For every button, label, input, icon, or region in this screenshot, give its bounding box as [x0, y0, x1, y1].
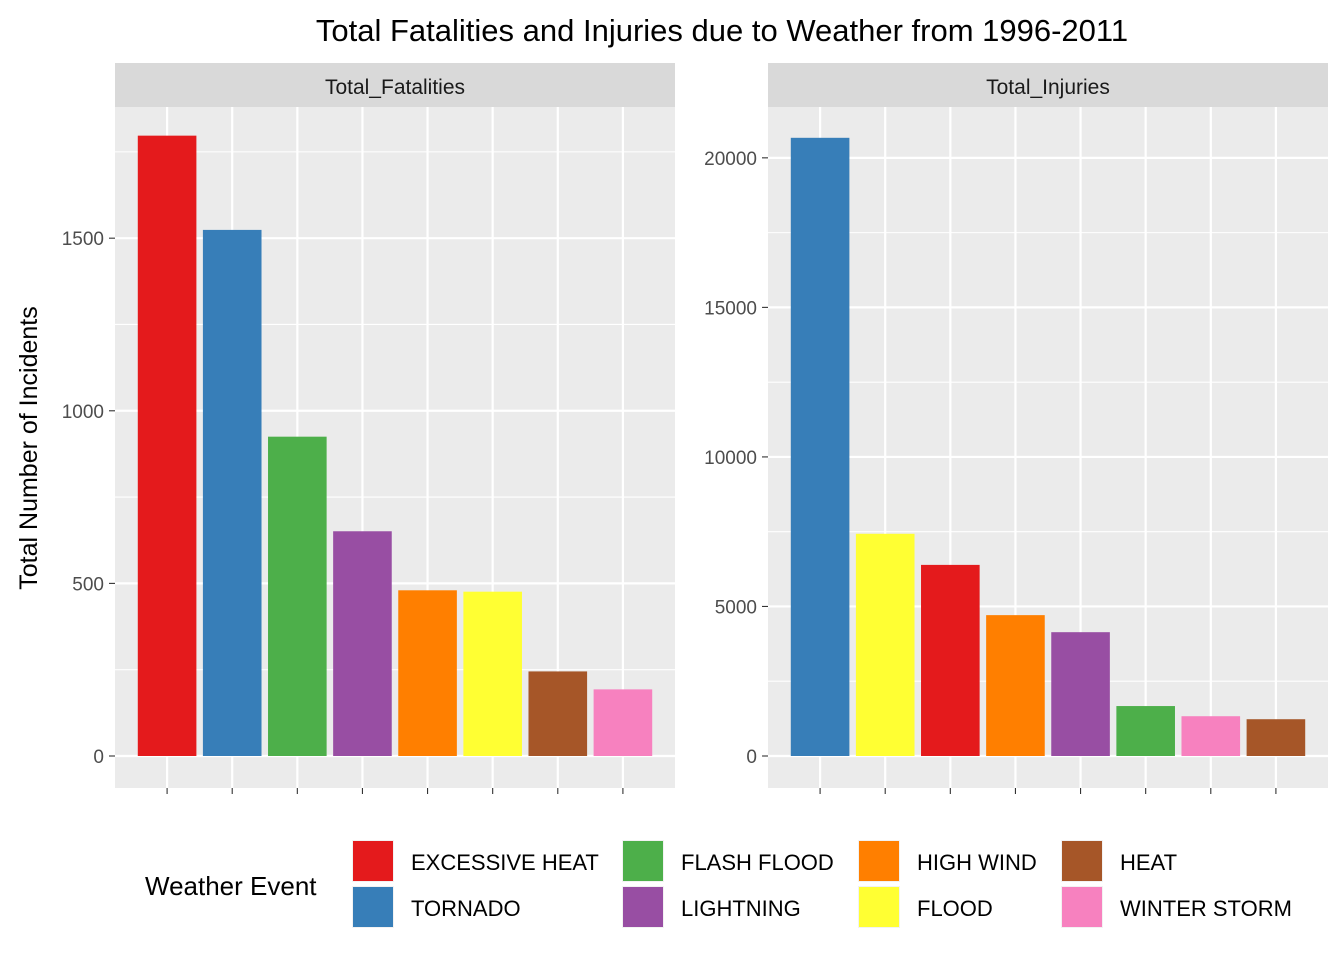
y-tick-label: 500	[72, 574, 104, 595]
legend-swatch-flood	[859, 887, 899, 927]
facet-strip-label: Total_Fatalities	[325, 76, 465, 99]
legend-label: HEAT	[1120, 850, 1177, 875]
bar-high-wind	[398, 590, 457, 756]
chart-title: Total Fatalities and Injuries due to Wea…	[316, 13, 1128, 48]
legend-swatch-heat	[1062, 841, 1102, 881]
bar-lightning	[333, 531, 392, 756]
bar-excessive-heat	[921, 564, 980, 756]
bar-flood	[463, 591, 522, 756]
legend-label: WINTER STORM	[1120, 896, 1292, 921]
legend-label: FLOOD	[917, 896, 993, 921]
legend-swatch-winter-storm	[1062, 887, 1102, 927]
legend-swatch-high-wind	[859, 841, 899, 881]
panel-background	[768, 107, 1328, 788]
panel-background	[115, 107, 675, 788]
bar-flash-flood	[1116, 706, 1175, 756]
bar-lightning	[1051, 632, 1110, 756]
legend: Weather Event EXCESSIVE HEAT TORNADO FLASH…	[145, 840, 1292, 928]
y-tick-label: 0	[93, 747, 104, 768]
y-axis-title: Total Number of Incidents	[15, 306, 43, 589]
y-tick-label: 10000	[704, 448, 757, 469]
legend-swatch-flash-flood	[623, 841, 663, 881]
y-tick-label: 0	[746, 747, 757, 768]
legend-swatch-lightning	[623, 887, 663, 927]
facet-strip	[115, 63, 675, 107]
y-tick-label: 15000	[704, 298, 757, 319]
legend-label: FLASH FLOOD	[681, 850, 834, 875]
panel-total-fatalities: Total_Fatalities 0 500 1000 1500	[62, 63, 675, 794]
y-tick-label: 1000	[62, 402, 104, 423]
bar-tornado	[790, 137, 850, 757]
bar-flash-flood	[268, 436, 327, 756]
legend-title: Weather Event	[145, 871, 317, 901]
bar-excessive-heat	[137, 135, 197, 757]
y-tick-label: 1500	[62, 229, 104, 250]
bar-tornado	[202, 229, 262, 756]
legend-swatch-tornado	[353, 887, 393, 927]
facet-panels: Total_Fatalities 0 500 1000 1500 Total_Injuri…	[62, 63, 1328, 794]
bar-heat	[528, 671, 588, 756]
bar-winter-storm	[593, 689, 653, 756]
y-tick-label: 5000	[715, 597, 757, 618]
y-tick-label: 20000	[704, 149, 757, 170]
bar-heat	[1246, 719, 1306, 756]
facet-strip-label: Total_Injuries	[986, 76, 1110, 99]
bar-winter-storm	[1181, 716, 1241, 756]
legend-label: TORNADO	[411, 896, 521, 921]
legend-label: HIGH WIND	[917, 850, 1037, 875]
facet-strip	[768, 63, 1328, 107]
legend-label: EXCESSIVE HEAT	[411, 850, 599, 875]
legend-label: LIGHTNING	[681, 896, 801, 921]
panel-total-injuries: Total_Injuries 0 5000 10000 15000 20000	[704, 63, 1328, 794]
legend-swatch-excessive-heat	[353, 841, 393, 881]
bar-high-wind	[986, 615, 1045, 756]
bar-flood	[855, 533, 915, 756]
